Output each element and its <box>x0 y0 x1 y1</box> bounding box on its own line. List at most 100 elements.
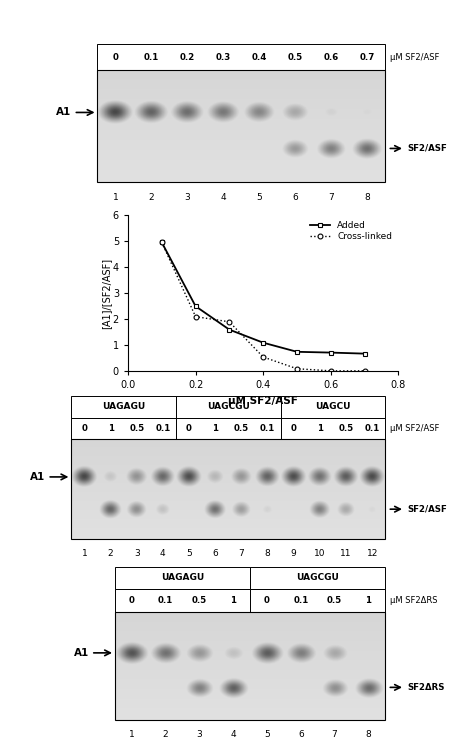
Text: 4: 4 <box>230 730 236 739</box>
Text: 0: 0 <box>82 423 87 432</box>
Text: 1: 1 <box>317 423 323 432</box>
Text: 4: 4 <box>220 193 226 202</box>
Text: UAGCGU: UAGCGU <box>296 574 339 583</box>
Text: 0.1: 0.1 <box>260 423 275 432</box>
Text: 0.1: 0.1 <box>365 423 380 432</box>
Text: A1: A1 <box>30 472 45 482</box>
Text: 2: 2 <box>108 549 113 558</box>
Text: 0.5: 0.5 <box>327 596 342 605</box>
Text: 3: 3 <box>184 193 190 202</box>
Text: 10: 10 <box>314 549 326 558</box>
Text: 8: 8 <box>365 730 371 739</box>
Text: μM SF2/ASF: μM SF2/ASF <box>390 52 439 61</box>
Text: 0.5: 0.5 <box>338 423 354 432</box>
Text: 12: 12 <box>366 549 378 558</box>
Text: 0.1: 0.1 <box>158 596 173 605</box>
Added <box>227 325 232 334</box>
Text: 1: 1 <box>212 423 218 432</box>
Text: 0.1: 0.1 <box>144 52 159 61</box>
FancyBboxPatch shape <box>176 396 281 417</box>
FancyBboxPatch shape <box>115 567 250 590</box>
Text: μM SF2ΔRS: μM SF2ΔRS <box>390 596 437 605</box>
Y-axis label: [A1]/[SF2/ASF]: [A1]/[SF2/ASF] <box>101 258 111 329</box>
Text: 0.1: 0.1 <box>293 596 309 605</box>
Text: UAGCGU: UAGCGU <box>207 402 250 411</box>
Added <box>159 238 164 247</box>
Text: 2: 2 <box>163 730 168 739</box>
FancyBboxPatch shape <box>176 417 281 438</box>
Text: A1: A1 <box>73 648 89 658</box>
Text: 9: 9 <box>291 549 297 558</box>
Line: Cross-linked: Cross-linked <box>159 240 367 373</box>
Text: 5: 5 <box>256 193 262 202</box>
Text: 7: 7 <box>332 730 337 739</box>
Text: 0: 0 <box>264 596 270 605</box>
Text: 1: 1 <box>230 596 236 605</box>
Text: 0.2: 0.2 <box>180 52 195 61</box>
Text: 6: 6 <box>292 193 298 202</box>
Text: 7: 7 <box>328 193 334 202</box>
FancyBboxPatch shape <box>250 567 385 590</box>
Text: 5: 5 <box>186 549 192 558</box>
X-axis label: μM SF2/ASF: μM SF2/ASF <box>228 396 298 406</box>
Line: Added: Added <box>159 240 367 356</box>
Text: 0.3: 0.3 <box>216 52 231 61</box>
Text: SF2/ASF: SF2/ASF <box>407 505 447 513</box>
Text: 8: 8 <box>264 549 270 558</box>
Text: 0.5: 0.5 <box>234 423 249 432</box>
Cross-linked <box>362 367 367 376</box>
Text: 0.7: 0.7 <box>360 52 375 61</box>
FancyBboxPatch shape <box>250 590 385 612</box>
Text: 8: 8 <box>365 193 370 202</box>
Text: μM SF2/ASF: μM SF2/ASF <box>390 423 439 432</box>
Text: 1: 1 <box>365 596 371 605</box>
Added <box>362 349 367 358</box>
Cross-linked <box>260 352 266 361</box>
Text: UAGAGU: UAGAGU <box>102 402 145 411</box>
Cross-linked <box>193 312 199 321</box>
Cross-linked <box>328 367 334 376</box>
Text: 6: 6 <box>298 730 304 739</box>
FancyBboxPatch shape <box>71 396 176 417</box>
Legend: Added, Cross-linked: Added, Cross-linked <box>308 219 394 243</box>
FancyBboxPatch shape <box>98 45 385 70</box>
Text: 0.5: 0.5 <box>129 423 144 432</box>
Text: 1: 1 <box>108 423 114 432</box>
Text: SF2/ASF: SF2/ASF <box>407 144 447 153</box>
Text: 0.5: 0.5 <box>192 596 207 605</box>
FancyBboxPatch shape <box>281 417 385 438</box>
Text: A1: A1 <box>56 107 71 117</box>
Text: 0.1: 0.1 <box>155 423 171 432</box>
FancyBboxPatch shape <box>71 417 176 438</box>
Added <box>260 338 266 347</box>
Text: 0: 0 <box>186 423 192 432</box>
Text: 0: 0 <box>291 423 297 432</box>
Text: UAGAGU: UAGAGU <box>161 574 204 583</box>
FancyBboxPatch shape <box>115 590 250 612</box>
Text: 0: 0 <box>129 596 135 605</box>
Text: SF2ΔRS: SF2ΔRS <box>407 683 445 692</box>
Text: 1: 1 <box>129 730 135 739</box>
Added <box>328 348 334 357</box>
Text: 0.5: 0.5 <box>288 52 303 61</box>
Added <box>294 347 300 356</box>
Text: 1: 1 <box>112 193 118 202</box>
Cross-linked <box>159 238 164 247</box>
Text: 11: 11 <box>340 549 352 558</box>
Text: 0: 0 <box>112 52 118 61</box>
Text: 3: 3 <box>197 730 202 739</box>
Text: 0.4: 0.4 <box>252 52 267 61</box>
Text: 3: 3 <box>134 549 139 558</box>
Text: 1: 1 <box>82 549 87 558</box>
Cross-linked <box>294 364 300 373</box>
Text: 4: 4 <box>160 549 166 558</box>
Text: 7: 7 <box>238 549 244 558</box>
Text: 0.6: 0.6 <box>324 52 339 61</box>
FancyBboxPatch shape <box>281 396 385 417</box>
Added <box>193 302 199 311</box>
Text: 2: 2 <box>149 193 154 202</box>
Cross-linked <box>227 318 232 327</box>
Text: UAGCU: UAGCU <box>315 402 351 411</box>
Text: 6: 6 <box>212 549 218 558</box>
Text: 5: 5 <box>264 730 270 739</box>
